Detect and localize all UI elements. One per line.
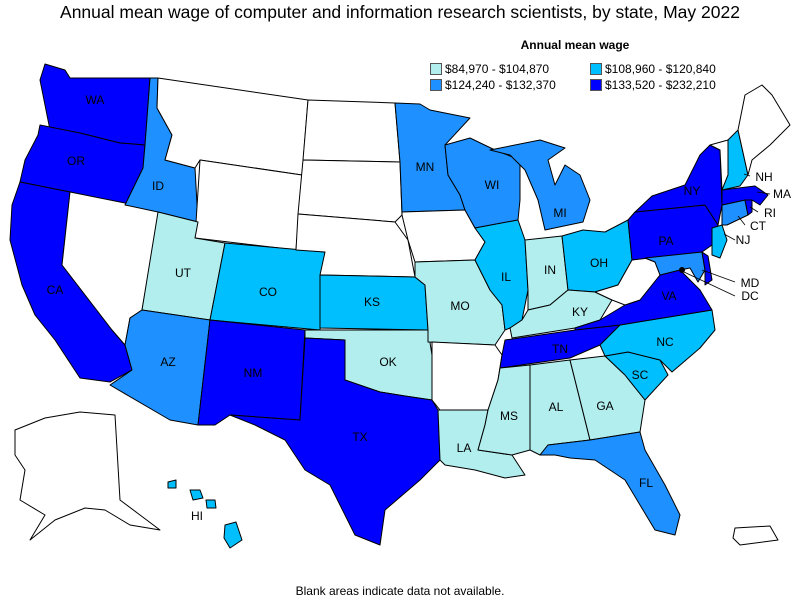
state-label-tx: TX (352, 430, 367, 444)
state-ma[interactable] (721, 185, 769, 206)
callout-lines (683, 173, 771, 297)
state-mi[interactable] (489, 139, 591, 231)
legend-label-tier-1: $84,970 - $104,870 (445, 62, 550, 76)
legend-title: Annual mean wage (520, 38, 630, 52)
legend-item-tier-1: $84,970 - $104,870 (430, 62, 590, 76)
state-label-md: MD (741, 276, 760, 290)
legend-swatch-tier-4 (590, 79, 602, 91)
state-pa[interactable] (627, 204, 719, 261)
state-label-nm: NM (244, 366, 263, 380)
state-ak[interactable] (14, 411, 161, 541)
state-label-il: IL (501, 270, 511, 284)
state-hi[interactable] (167, 479, 243, 549)
legend-label-tier-3: $124,240 - $132,370 (445, 78, 556, 92)
state-label-dc: DC (741, 289, 759, 303)
state-label-va: VA (661, 289, 676, 303)
state-label-mn: MN (416, 160, 435, 174)
state-mt[interactable] (156, 77, 309, 176)
state-label-in: IN (544, 263, 556, 277)
state-label-nc: NC (656, 335, 674, 349)
legend-swatch-tier-1 (430, 63, 442, 75)
state-nc[interactable] (599, 309, 716, 373)
state-label-mi: MI (553, 206, 566, 220)
state-pr[interactable] (732, 525, 779, 546)
state-label-nh: NH (755, 170, 772, 184)
state-label-pa: PA (658, 234, 673, 248)
state-label-ut: UT (175, 266, 192, 280)
dc-marker (679, 267, 685, 273)
state-wy[interactable] (194, 159, 303, 251)
state-label-id: ID (152, 179, 164, 193)
legend-item-tier-3: $124,240 - $132,370 (430, 78, 590, 92)
state-label-ks: KS (364, 295, 380, 309)
legend-swatch-tier-2 (590, 63, 602, 75)
legend-label-tier-2: $108,960 - $120,840 (605, 62, 716, 76)
state-label-nj: NJ (736, 233, 751, 247)
state-label-tn: TN (552, 342, 568, 356)
state-nj[interactable] (711, 224, 728, 259)
state-label-ct: CT (750, 219, 767, 233)
state-sd[interactable] (297, 159, 403, 223)
state-label-ca: CA (47, 283, 64, 297)
state-label-oh: OH (590, 256, 608, 270)
state-label-la: LA (457, 441, 472, 455)
state-label-az: AZ (160, 355, 175, 369)
state-label-ga: GA (596, 399, 613, 413)
state-me[interactable] (737, 84, 791, 176)
state-label-fl: FL (639, 476, 653, 490)
state-label-wi: WI (485, 178, 500, 192)
legend-swatch-tier-3 (430, 79, 442, 91)
state-label-sc: SC (632, 368, 649, 382)
state-label-al: AL (549, 400, 564, 414)
map-title: Annual mean wage of computer and informa… (60, 2, 740, 22)
state-label-or: OR (67, 154, 85, 168)
state-fl[interactable] (539, 431, 681, 536)
state-label-co: CO (259, 285, 277, 299)
state-label-ms: MS (500, 409, 518, 423)
state-label-wa: WA (86, 93, 105, 107)
state-nd[interactable] (302, 99, 401, 163)
state-de[interactable] (701, 251, 713, 286)
state-label-hi: HI (191, 509, 203, 523)
state-label-mo: MO (450, 299, 469, 313)
state-label-ok: OK (379, 355, 396, 369)
state-label-ma: MA (773, 187, 791, 201)
legend-item-tier-2: $108,960 - $120,840 (590, 62, 730, 76)
footnote: Blank areas indicate data not available. (295, 584, 505, 598)
state-label-ri: RI (764, 206, 776, 220)
state-label-ny: NY (684, 184, 701, 198)
state-il[interactable] (474, 219, 529, 331)
legend-label-tier-4: $133,520 - $232,210 (605, 78, 716, 92)
state-label-ky: KY (572, 305, 588, 319)
legend-item-tier-4: $133,520 - $232,210 (590, 78, 730, 92)
state-tx[interactable] (229, 337, 441, 546)
legend: Annual mean wage $84,970 - $104,870 $108… (430, 38, 730, 92)
